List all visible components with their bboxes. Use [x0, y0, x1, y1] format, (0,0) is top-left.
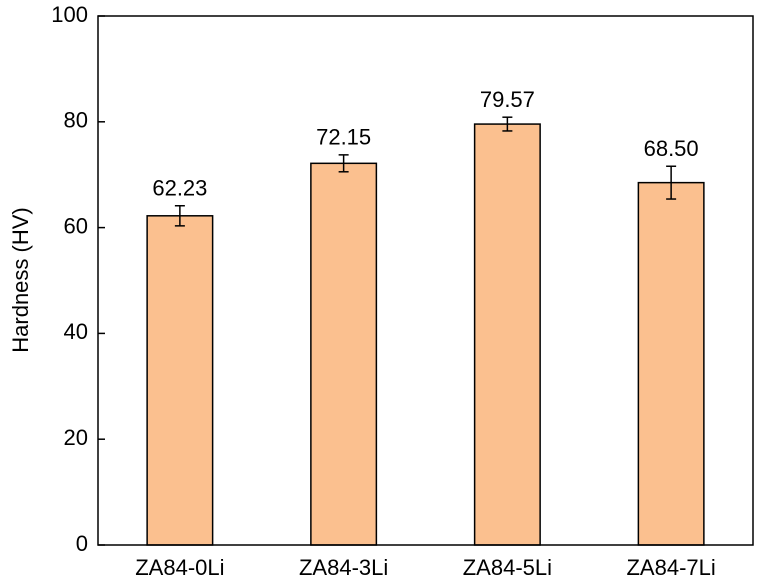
x-tick-label: ZA84-0Li: [135, 555, 224, 580]
y-tick-label: 80: [64, 108, 88, 133]
bar: [473, 123, 541, 546]
value-label: 72.15: [316, 125, 371, 150]
y-axis-label: Hardness (HV): [8, 207, 33, 352]
x-tick-label: ZA84-7Li: [626, 555, 715, 580]
value-label: 62.23: [152, 176, 207, 201]
plot-frame: [97, 15, 754, 546]
bar: [637, 181, 705, 546]
y-tick-label: 0: [76, 531, 88, 556]
x-tick-label: ZA84-5Li: [463, 555, 552, 580]
bar: [310, 162, 378, 546]
y-tick-label: 100: [51, 2, 88, 27]
y-tick-label: 20: [64, 425, 88, 450]
y-tick-label: 60: [64, 213, 88, 238]
value-label: 68.50: [644, 136, 699, 161]
y-tick-label: 40: [64, 319, 88, 344]
value-label: 79.57: [480, 87, 535, 112]
x-tick-label: ZA84-3Li: [299, 555, 388, 580]
bar: [146, 215, 214, 546]
